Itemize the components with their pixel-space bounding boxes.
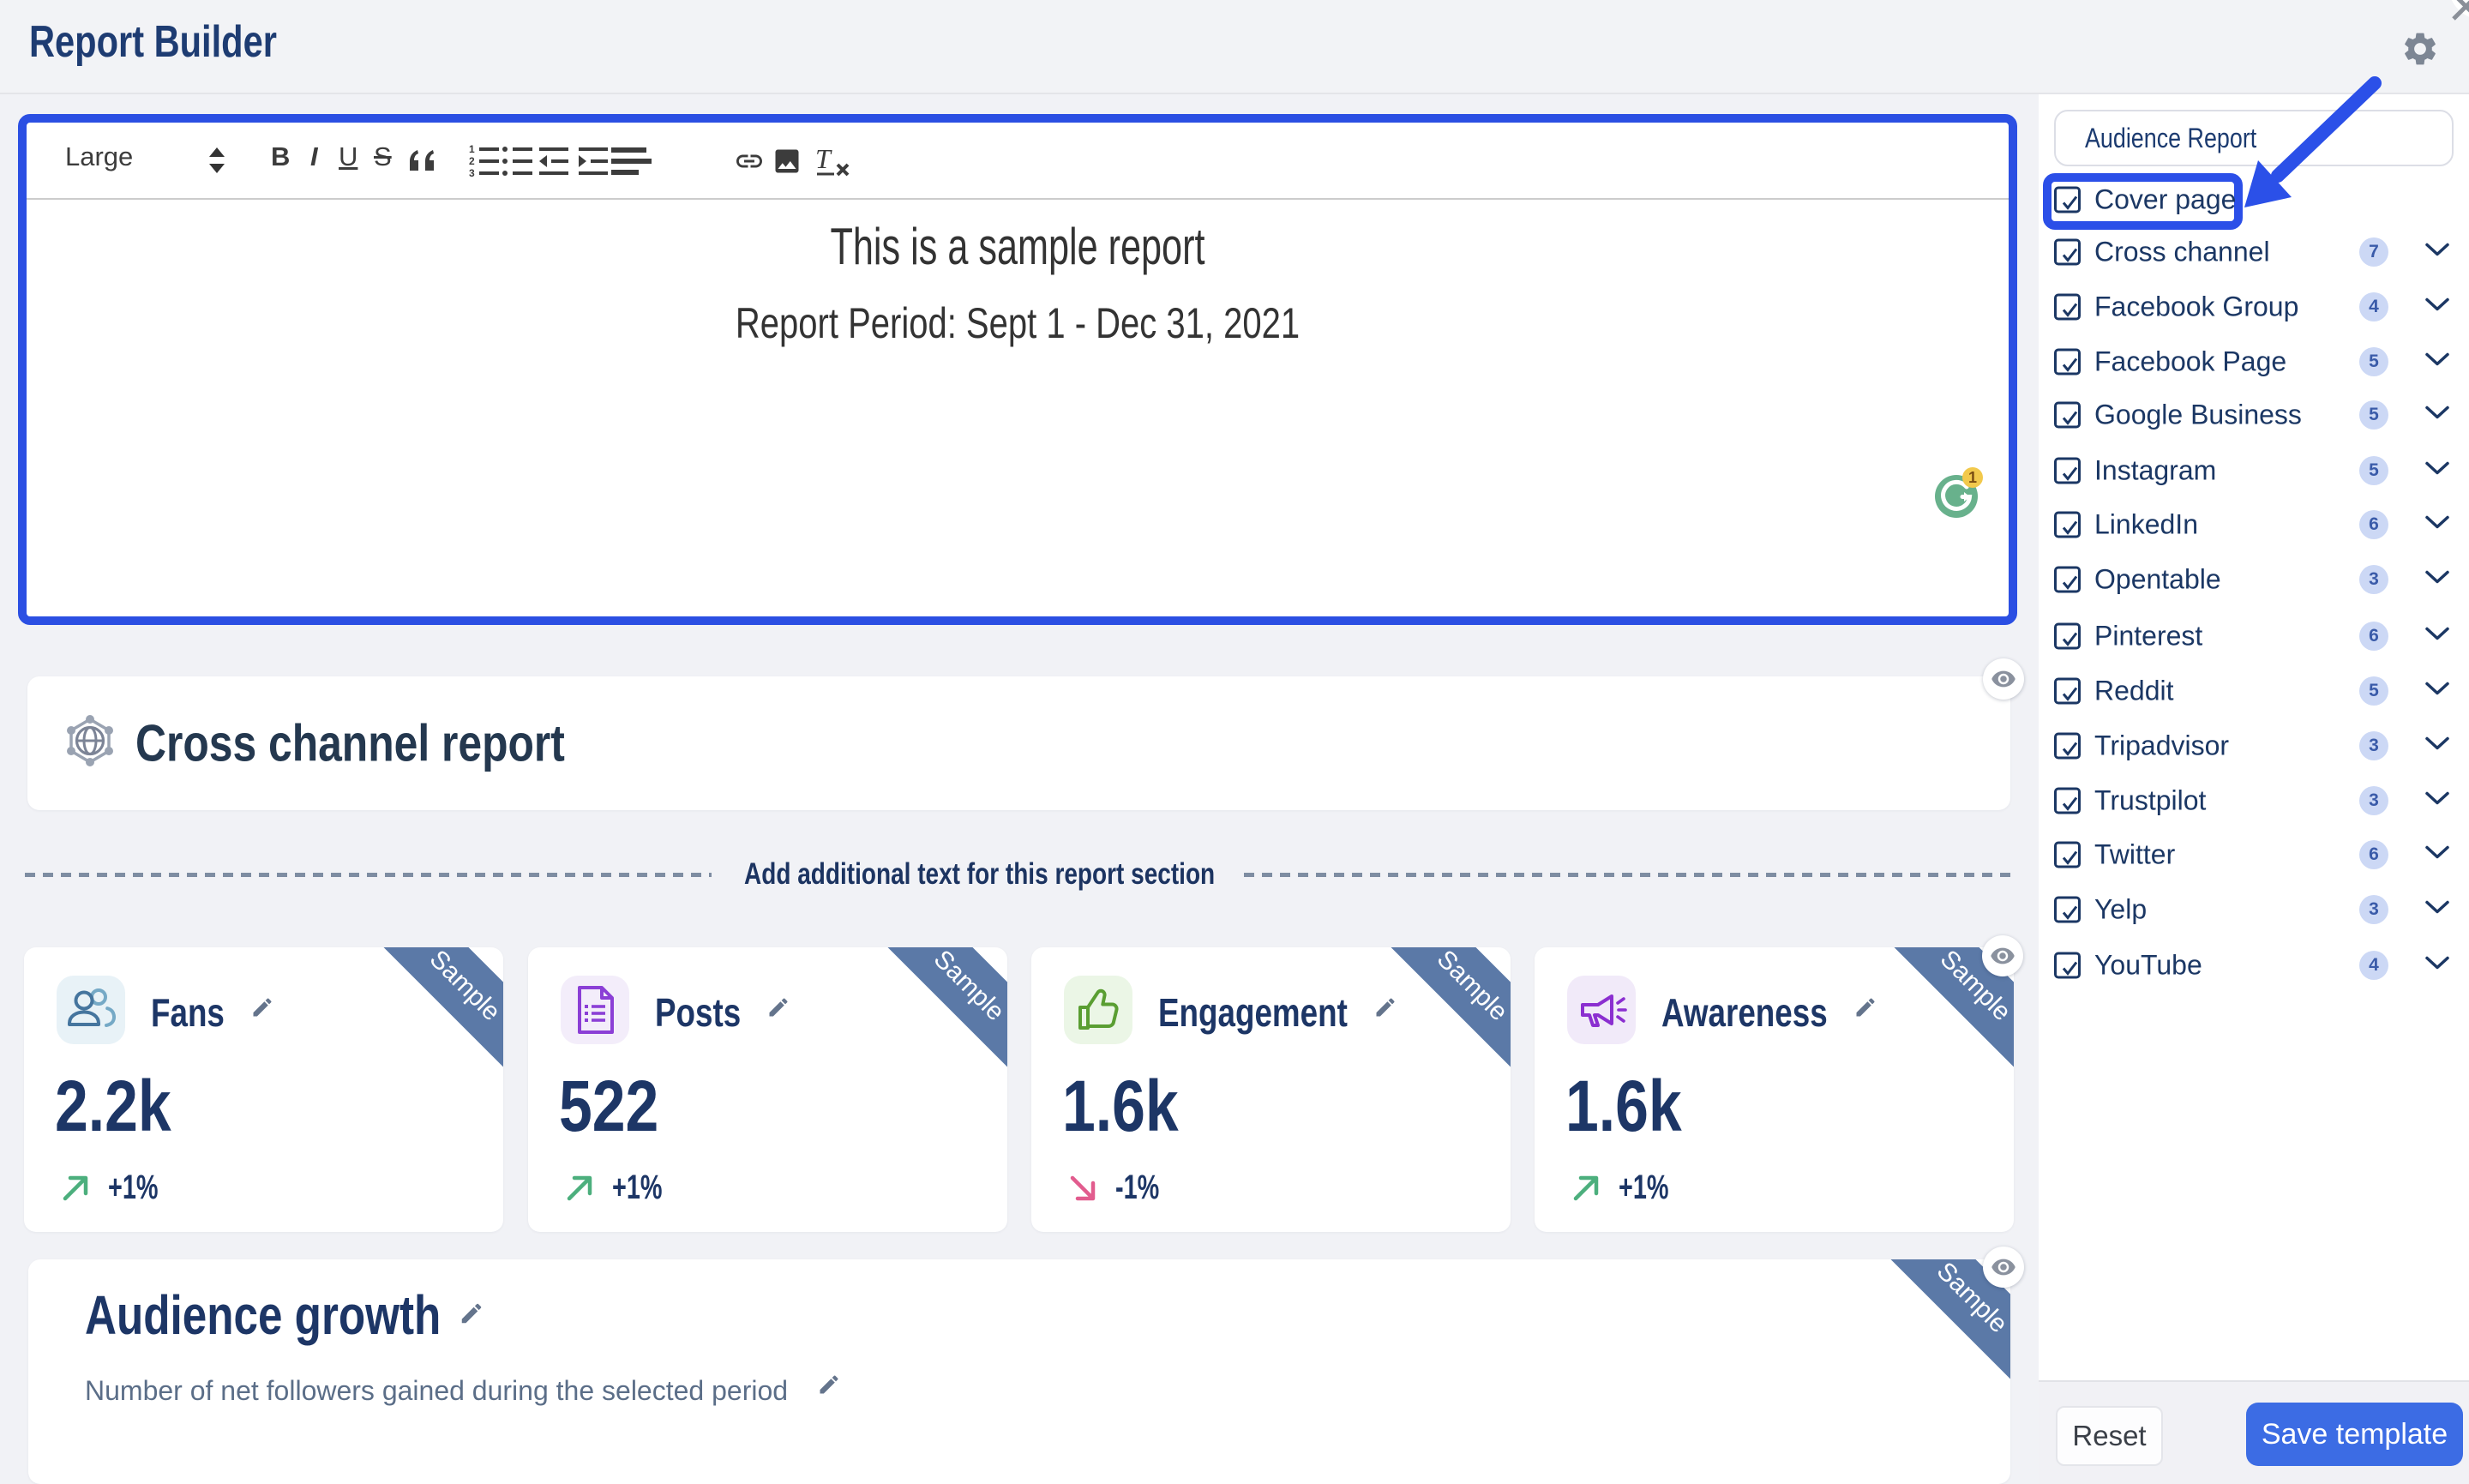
svg-text:1: 1 xyxy=(469,143,475,155)
svg-text:2: 2 xyxy=(469,155,475,167)
svg-text:3: 3 xyxy=(469,167,475,179)
svg-text:T: T xyxy=(815,144,832,174)
svg-text:1: 1 xyxy=(1968,469,1977,486)
